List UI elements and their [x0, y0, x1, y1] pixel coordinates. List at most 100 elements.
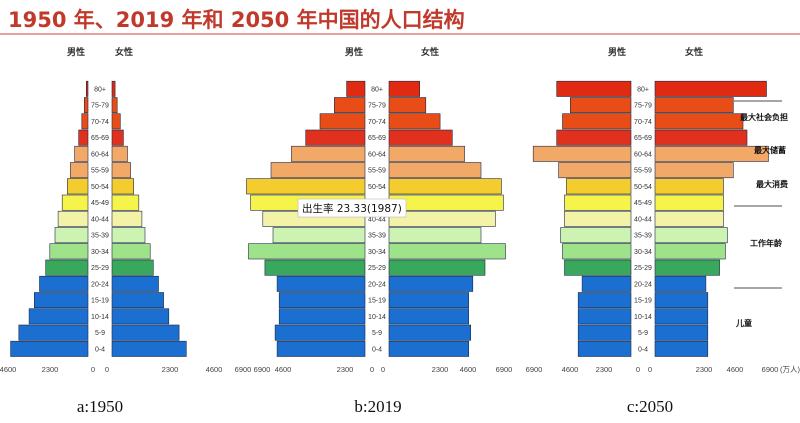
bar-male-70-74 [319, 113, 366, 130]
bar-female-70-74 [388, 113, 441, 130]
age-label: 80+ [371, 86, 383, 93]
age-label: 25-29 [634, 265, 652, 272]
bar-male-15-19 [577, 292, 632, 309]
bar-male-20-24 [581, 275, 632, 292]
bar-male-75-79 [569, 97, 632, 114]
side-annotation: 最大社会负担 [740, 112, 788, 122]
age-label: 5-9 [638, 330, 648, 337]
male-label: 男性 [608, 46, 626, 58]
bar-male-75-79 [84, 97, 89, 114]
bar-female-5-9 [654, 324, 709, 341]
tick-label-male: 4600 [275, 365, 292, 374]
bar-female-55-59 [388, 162, 482, 179]
bar-female-35-39 [388, 227, 482, 244]
bar-female-20-24 [654, 275, 707, 292]
age-label: 30-34 [368, 249, 386, 256]
bar-male-55-59 [70, 162, 89, 179]
chart-caption: a:1950 [77, 397, 123, 416]
tick-label-male: 0 [91, 365, 95, 374]
page-title: 1950 年、2019 年和 2050 年中国的人口结构 [8, 8, 465, 32]
bar-male-20-24 [39, 275, 89, 292]
bar-female-25-29 [388, 259, 486, 276]
bar-female-45-49 [654, 194, 724, 211]
chart-caption: c:2050 [627, 397, 673, 416]
age-label: 50-54 [634, 184, 652, 191]
bar-male-80+ [346, 80, 366, 97]
tick-label-male: 6900 [254, 365, 271, 374]
age-label: 55-59 [91, 168, 109, 175]
age-label: 60-64 [368, 151, 386, 158]
bar-female-10-14 [388, 308, 469, 325]
bar-female-60-64 [111, 145, 128, 162]
age-label: 65-69 [91, 135, 109, 142]
age-label: 40-44 [634, 216, 652, 223]
tick-label-female: 2300 [696, 365, 713, 374]
tick-label-male: 2300 [42, 365, 59, 374]
bar-male-60-64 [532, 145, 632, 162]
bar-female-40-44 [388, 210, 496, 227]
bar-male-10-14 [577, 308, 632, 325]
birth-rate-callout: 出生率 23.33(1987) [302, 202, 402, 215]
age-label: 70-74 [368, 119, 386, 126]
bar-male-65-69 [78, 129, 89, 146]
bar-male-30-34 [248, 243, 366, 260]
bar-female-50-54 [111, 178, 135, 195]
age-label: 15-19 [91, 298, 109, 305]
bar-male-50-54 [67, 178, 89, 195]
age-label: 10-14 [91, 314, 109, 321]
bar-male-35-39 [272, 227, 366, 244]
age-label: 55-59 [634, 168, 652, 175]
tick-label-male: 2300 [337, 365, 354, 374]
bar-male-60-64 [74, 145, 89, 162]
tick-label-male: 2300 [596, 365, 613, 374]
bar-female-80+ [388, 80, 421, 97]
tick-label-female: 2300 [162, 365, 179, 374]
female-label: 女性 [421, 46, 439, 58]
male-label: 男性 [67, 46, 85, 58]
bar-female-75-79 [111, 97, 118, 114]
bar-female-15-19 [654, 292, 709, 309]
bar-female-65-69 [654, 129, 748, 146]
bar-female-50-54 [388, 178, 502, 195]
bar-male-30-34 [562, 243, 632, 260]
tick-label-female: 0 [105, 365, 109, 374]
tick-label-female: 6900 [762, 365, 779, 374]
bar-male-55-59 [558, 162, 632, 179]
bar-male-10-14 [278, 308, 366, 325]
bar-female-70-74 [654, 113, 744, 130]
tick-label-female: 6900 [496, 365, 513, 374]
bar-male-50-54 [246, 178, 366, 195]
bar-male-60-64 [291, 145, 366, 162]
age-label: 50-54 [91, 184, 109, 191]
age-label: 55-59 [368, 168, 386, 175]
bar-female-60-64 [388, 145, 465, 162]
bar-female-60-64 [654, 145, 769, 162]
bar-male-80+ [556, 80, 632, 97]
age-label: 65-69 [368, 135, 386, 142]
bar-male-50-54 [566, 178, 632, 195]
age-label: 75-79 [634, 103, 652, 110]
bar-male-0-4 [10, 340, 89, 357]
bar-female-5-9 [388, 324, 471, 341]
bar-female-15-19 [111, 292, 164, 309]
age-label: 60-64 [634, 151, 652, 158]
bar-female-0-4 [388, 340, 469, 357]
bar-female-20-24 [388, 275, 474, 292]
age-label: 65-69 [634, 135, 652, 142]
age-label: 75-79 [368, 103, 386, 110]
bar-male-0-4 [276, 340, 366, 357]
bar-male-5-9 [577, 324, 632, 341]
age-label: 15-19 [368, 298, 386, 305]
chart-caption: b:2019 [354, 397, 401, 416]
bar-female-35-39 [654, 227, 728, 244]
bar-male-30-34 [49, 243, 89, 260]
age-label: 60-64 [91, 151, 109, 158]
age-label: 35-39 [91, 233, 109, 240]
bar-female-30-34 [654, 243, 726, 260]
bar-female-55-59 [111, 162, 131, 179]
age-label: 20-24 [634, 281, 652, 288]
age-label: 30-34 [634, 249, 652, 256]
bar-male-5-9 [274, 324, 366, 341]
tick-label-female: 0 [381, 365, 385, 374]
